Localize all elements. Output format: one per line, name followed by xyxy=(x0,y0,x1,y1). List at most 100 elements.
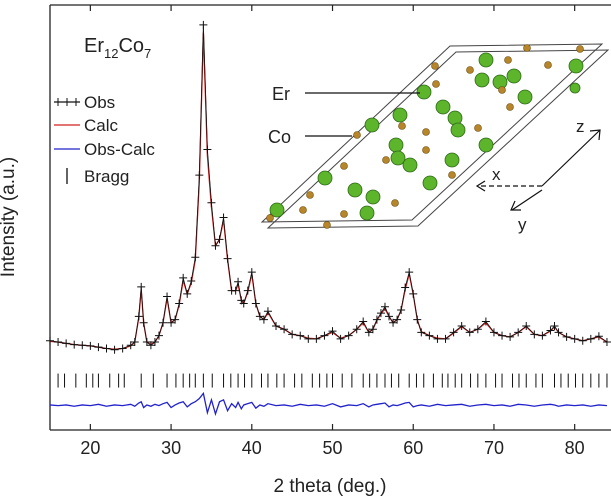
obs-marker xyxy=(215,235,224,244)
obs-marker xyxy=(167,318,176,327)
x-tick-label: 80 xyxy=(565,438,585,458)
obs-marker xyxy=(344,331,353,340)
obs-marker xyxy=(586,334,595,343)
obs-marker xyxy=(130,338,139,347)
obs-marker xyxy=(352,325,361,334)
atom-label: Co xyxy=(268,127,291,147)
z-arrow xyxy=(541,129,601,187)
legend-marker xyxy=(63,98,71,106)
obs-marker xyxy=(425,331,434,340)
crystal-inset: Er Co x y z xyxy=(260,43,610,234)
obs-marker xyxy=(498,331,507,340)
axis-letter: z xyxy=(576,117,585,136)
obs-marker xyxy=(203,145,212,154)
obs-marker xyxy=(146,341,155,350)
obs-marker xyxy=(134,312,143,321)
obs-marker xyxy=(489,328,498,337)
x-tick-label: 60 xyxy=(403,438,423,458)
obs-marker xyxy=(247,268,256,277)
obs-marker xyxy=(441,334,450,343)
obs-marker xyxy=(320,331,329,340)
obs-marker xyxy=(538,331,547,340)
obs-marker xyxy=(385,312,394,321)
obs-marker xyxy=(179,273,188,282)
obs-marker xyxy=(433,334,442,343)
obs-marker xyxy=(183,289,192,298)
obs-marker xyxy=(223,254,232,263)
x-axis-label: 2 theta (deg.) xyxy=(273,476,386,497)
obs-marker xyxy=(473,325,482,334)
obs-marker xyxy=(401,283,410,292)
obs-marker xyxy=(417,328,426,337)
obs-marker xyxy=(570,334,579,343)
obs-marker xyxy=(514,328,523,337)
obs-marker xyxy=(211,241,220,250)
obs-marker xyxy=(312,334,321,343)
legend-label: Bragg xyxy=(84,167,129,186)
obs-marker xyxy=(602,338,611,347)
obs-marker xyxy=(255,312,264,321)
obs-marker xyxy=(207,198,216,207)
obs-marker xyxy=(389,318,398,327)
obs-marker xyxy=(150,338,159,347)
obs-marker xyxy=(562,332,571,341)
arrow-head xyxy=(589,129,601,141)
obs-marker xyxy=(94,343,103,352)
obs-marker xyxy=(78,341,87,350)
obs-marker xyxy=(187,277,196,286)
obs-marker xyxy=(506,332,515,341)
obs-marker xyxy=(413,315,422,324)
obs-marker xyxy=(409,289,418,298)
obs-marker xyxy=(393,315,402,324)
obs-marker xyxy=(70,340,79,349)
er-atoms xyxy=(269,52,584,221)
obs-marker xyxy=(231,286,240,295)
axis-letter: y xyxy=(518,215,527,234)
formula: Er12Co7 xyxy=(84,35,151,61)
legend-marker xyxy=(54,98,62,106)
obs-marker xyxy=(481,317,490,326)
obs-marker xyxy=(195,171,204,180)
obs-marker xyxy=(234,277,243,286)
obs-marker xyxy=(376,309,385,318)
formula-part: Er xyxy=(84,35,104,57)
legend-label: Obs xyxy=(84,93,115,112)
obs-marker xyxy=(550,321,559,330)
obs-marker xyxy=(251,299,260,308)
x-tick-label: 40 xyxy=(242,438,262,458)
axis-letter: x xyxy=(492,165,501,184)
obs-marker xyxy=(243,286,252,295)
series-line xyxy=(49,391,608,417)
obs-marker xyxy=(126,341,135,350)
formula-part: 12 xyxy=(104,46,118,61)
obs-marker xyxy=(259,315,268,324)
obs-marker xyxy=(372,315,381,324)
obs-marker xyxy=(594,332,603,341)
obs-marker xyxy=(175,299,184,308)
obs-marker xyxy=(328,327,337,336)
obs-marker xyxy=(578,336,587,345)
obs-marker xyxy=(457,321,466,330)
obs-marker xyxy=(159,318,168,327)
obs-marker xyxy=(102,344,111,353)
co-atoms xyxy=(266,44,584,229)
obs-marker xyxy=(405,268,414,277)
obs-marker xyxy=(522,321,531,330)
obs-marker xyxy=(288,330,297,339)
obs-marker xyxy=(530,330,539,339)
obs-marker xyxy=(364,328,373,337)
x-tick-label: 50 xyxy=(323,438,343,458)
arrow-head xyxy=(475,180,486,192)
obs-marker xyxy=(296,331,305,340)
obs-marker xyxy=(359,317,368,326)
obs-marker xyxy=(546,326,555,335)
arrow-head xyxy=(510,200,521,211)
obs-marker xyxy=(465,328,474,337)
legend-label: Calc xyxy=(84,116,119,135)
formula-part: 7 xyxy=(144,46,151,61)
obs-marker xyxy=(219,213,228,222)
obs-marker xyxy=(171,315,180,324)
atom-label: Er xyxy=(272,84,290,104)
obs-marker xyxy=(86,341,95,350)
